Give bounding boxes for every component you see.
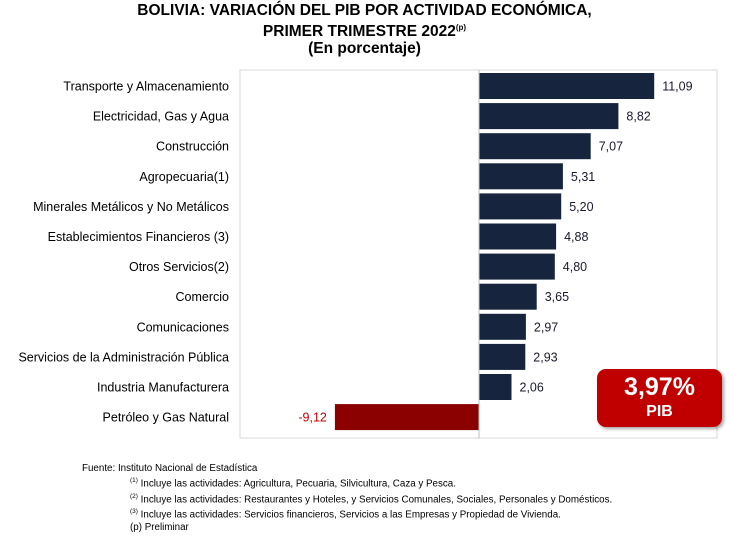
- category-label-8: Comunicaciones: [137, 320, 229, 334]
- value-label-7: 3,65: [545, 290, 569, 304]
- value-label-1: 8,82: [626, 110, 650, 124]
- footnote-2-marker: (2): [130, 492, 138, 500]
- category-label-9: Servicios de la Administración Pública: [18, 350, 229, 364]
- pib-label: PIB: [646, 403, 673, 420]
- source-note: Fuente: Instituto Nacional de Estadístic…: [82, 463, 258, 474]
- bar-11: [334, 404, 479, 431]
- footnote-3: (3) Incluye las actividades: Servicios f…: [82, 506, 612, 521]
- value-label-8: 2,97: [534, 320, 558, 334]
- title-line-2-superscript: (p): [455, 23, 467, 32]
- footnote-1-text: Incluye las actividades: Agricultura, Pe…: [137, 478, 456, 490]
- bar-2: [479, 133, 591, 160]
- value-label-3: 5,31: [571, 170, 595, 184]
- footnote-1: (1) Incluye las actividades: Agricultura…: [82, 475, 612, 490]
- preliminary-note: (p) Preliminar: [130, 521, 189, 533]
- bars-group: [334, 73, 655, 431]
- category-label-4: Minerales Metálicos y No Metálicos: [33, 200, 229, 214]
- category-label-6: Otros Servicios(2): [129, 260, 229, 274]
- bar-5: [479, 223, 557, 250]
- chart-title: BOLIVIA: VARIACIÓN DEL PIB POR ACTIVIDAD…: [0, 2, 729, 57]
- bar-4: [479, 193, 562, 220]
- value-label-6: 4,80: [563, 260, 587, 274]
- pib-value: 3,97%: [624, 373, 695, 401]
- bar-7: [479, 283, 537, 310]
- pib-badge: 3,97% PIB: [597, 369, 722, 427]
- footnote-3-marker: (3): [130, 508, 138, 516]
- category-label-5: Establecimientos Financieros (3): [48, 230, 229, 244]
- category-label-0: Transporte y Almacenamiento: [63, 80, 229, 94]
- footnote-1-marker: (1): [130, 477, 138, 485]
- bar-9: [479, 343, 526, 370]
- title-line-2: PRIMER TRIMESTRE 2022(p): [0, 19, 729, 40]
- value-label-2: 7,07: [599, 140, 623, 154]
- footnotes: Fuente: Instituto Nacional de Estadístic…: [82, 463, 612, 534]
- value-label-5: 4,88: [564, 230, 588, 244]
- bar-8: [479, 313, 526, 340]
- value-label-11: -9,12: [298, 411, 327, 425]
- bar-6: [479, 253, 555, 280]
- bar-10: [479, 374, 512, 400]
- category-label-1: Electricidad, Gas y Agua: [93, 110, 229, 124]
- title-line-3: (En porcentaje): [308, 40, 421, 57]
- bar-3: [479, 163, 563, 190]
- value-label-4: 5,20: [569, 200, 593, 214]
- labels-group: Transporte y Almacenamiento 11,09 Electric…: [18, 80, 692, 425]
- footnote-3-text: Incluye las actividades: Servicios finan…: [137, 509, 561, 521]
- value-label-9: 2,93: [533, 350, 557, 364]
- title-line-2-text: PRIMER TRIMESTRE 2022: [262, 23, 456, 40]
- bar-0: [479, 73, 655, 99]
- category-label-11: Petróleo y Gas Natural: [103, 411, 229, 425]
- category-label-3: Agropecuaria(1): [139, 170, 229, 184]
- category-label-2: Construcción: [156, 140, 229, 154]
- bar-1: [479, 103, 619, 130]
- title-line-1: BOLIVIA: VARIACIÓN DEL PIB POR ACTIVIDAD…: [137, 2, 592, 19]
- bar-chart: Transporte y Almacenamiento 11,09 Electric…: [18, 69, 718, 439]
- category-label-7: Comercio: [176, 290, 230, 304]
- value-label-10: 2,06: [520, 381, 544, 395]
- value-label-0: 11,09: [662, 80, 692, 94]
- footnote-2: (2) Incluye las actividades: Restaurante…: [82, 491, 612, 506]
- footnote-2-text: Incluye las actividades: Restaurantes y …: [137, 493, 613, 505]
- category-label-10: Industria Manufacturera: [97, 381, 229, 395]
